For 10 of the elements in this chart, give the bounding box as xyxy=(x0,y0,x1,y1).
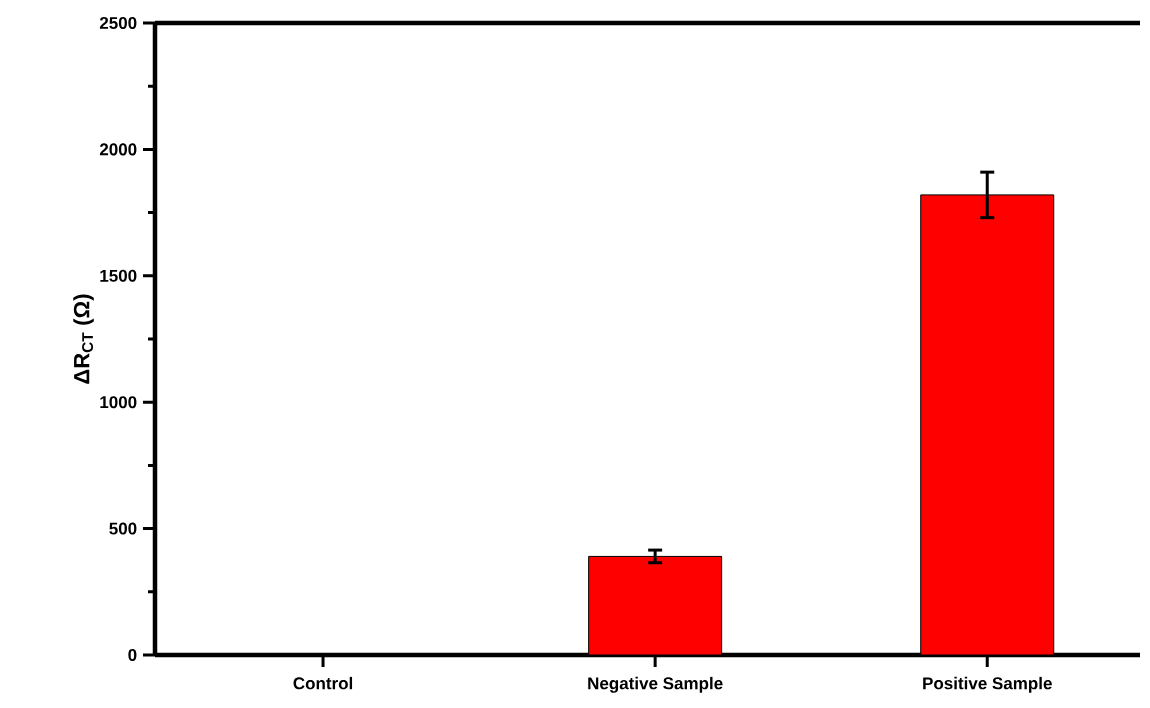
x-tick-label: Negative Sample xyxy=(588,676,723,693)
y-tick-label: 2000 xyxy=(99,143,137,156)
y-tick-label: 1000 xyxy=(100,396,137,409)
y-tick-label: 2500 xyxy=(99,16,137,30)
x-tick-label: Positive Sample xyxy=(923,676,1052,693)
y-axis-title: ΔR$_{CT}$ (Ω) xyxy=(73,294,94,384)
y-tick-label: 1500 xyxy=(100,269,137,282)
x-tick-label: Control xyxy=(293,676,353,690)
y-tick-label: 500 xyxy=(109,522,137,535)
y-tick-label: 0 xyxy=(128,648,137,662)
